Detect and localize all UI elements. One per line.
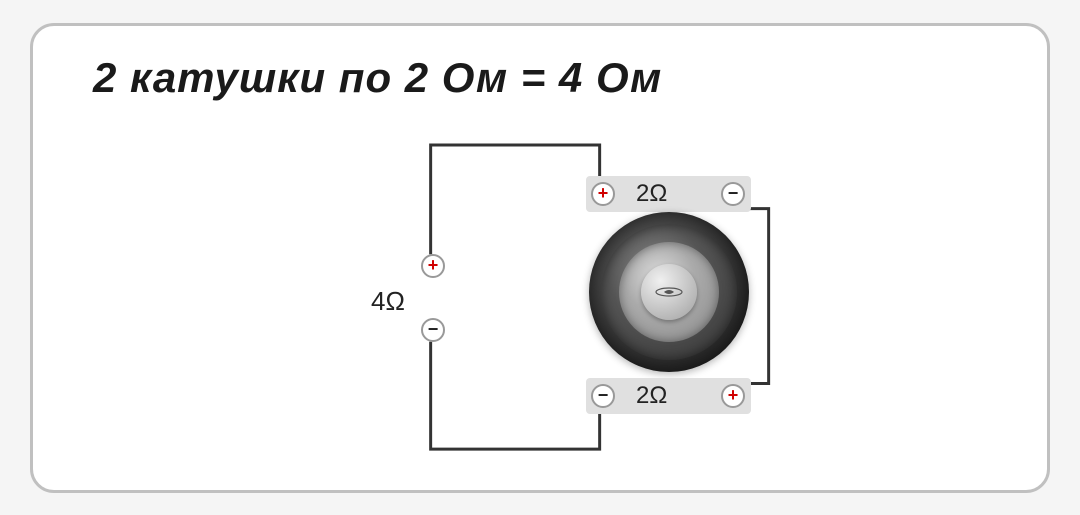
coil2-plus-icon: + xyxy=(721,384,745,408)
diagram-frame: 2 катушки по 2 Ом = 4 Ом + 2Ω − xyxy=(30,23,1050,493)
output-minus-icon: − xyxy=(421,318,445,342)
diagram-title: 2 катушки по 2 Ом = 4 Ом xyxy=(93,54,662,102)
speaker-dust-cap xyxy=(641,264,697,320)
coil1-plus-icon: + xyxy=(591,182,615,206)
coil2-minus-icon: − xyxy=(591,384,615,408)
coil1-minus-icon: − xyxy=(721,182,745,206)
coil1-impedance-label: 2Ω xyxy=(636,180,667,208)
output-plus-icon: + xyxy=(421,254,445,278)
speaker-brand-logo-icon xyxy=(654,286,684,298)
output-impedance-label: 4Ω xyxy=(371,286,405,317)
subwoofer-speaker xyxy=(589,212,749,372)
wiring-lines xyxy=(33,126,1047,486)
coil2-impedance-label: 2Ω xyxy=(636,382,667,410)
wiring-diagram: + 2Ω − − 2Ω + + 4Ω − xyxy=(33,126,1047,486)
